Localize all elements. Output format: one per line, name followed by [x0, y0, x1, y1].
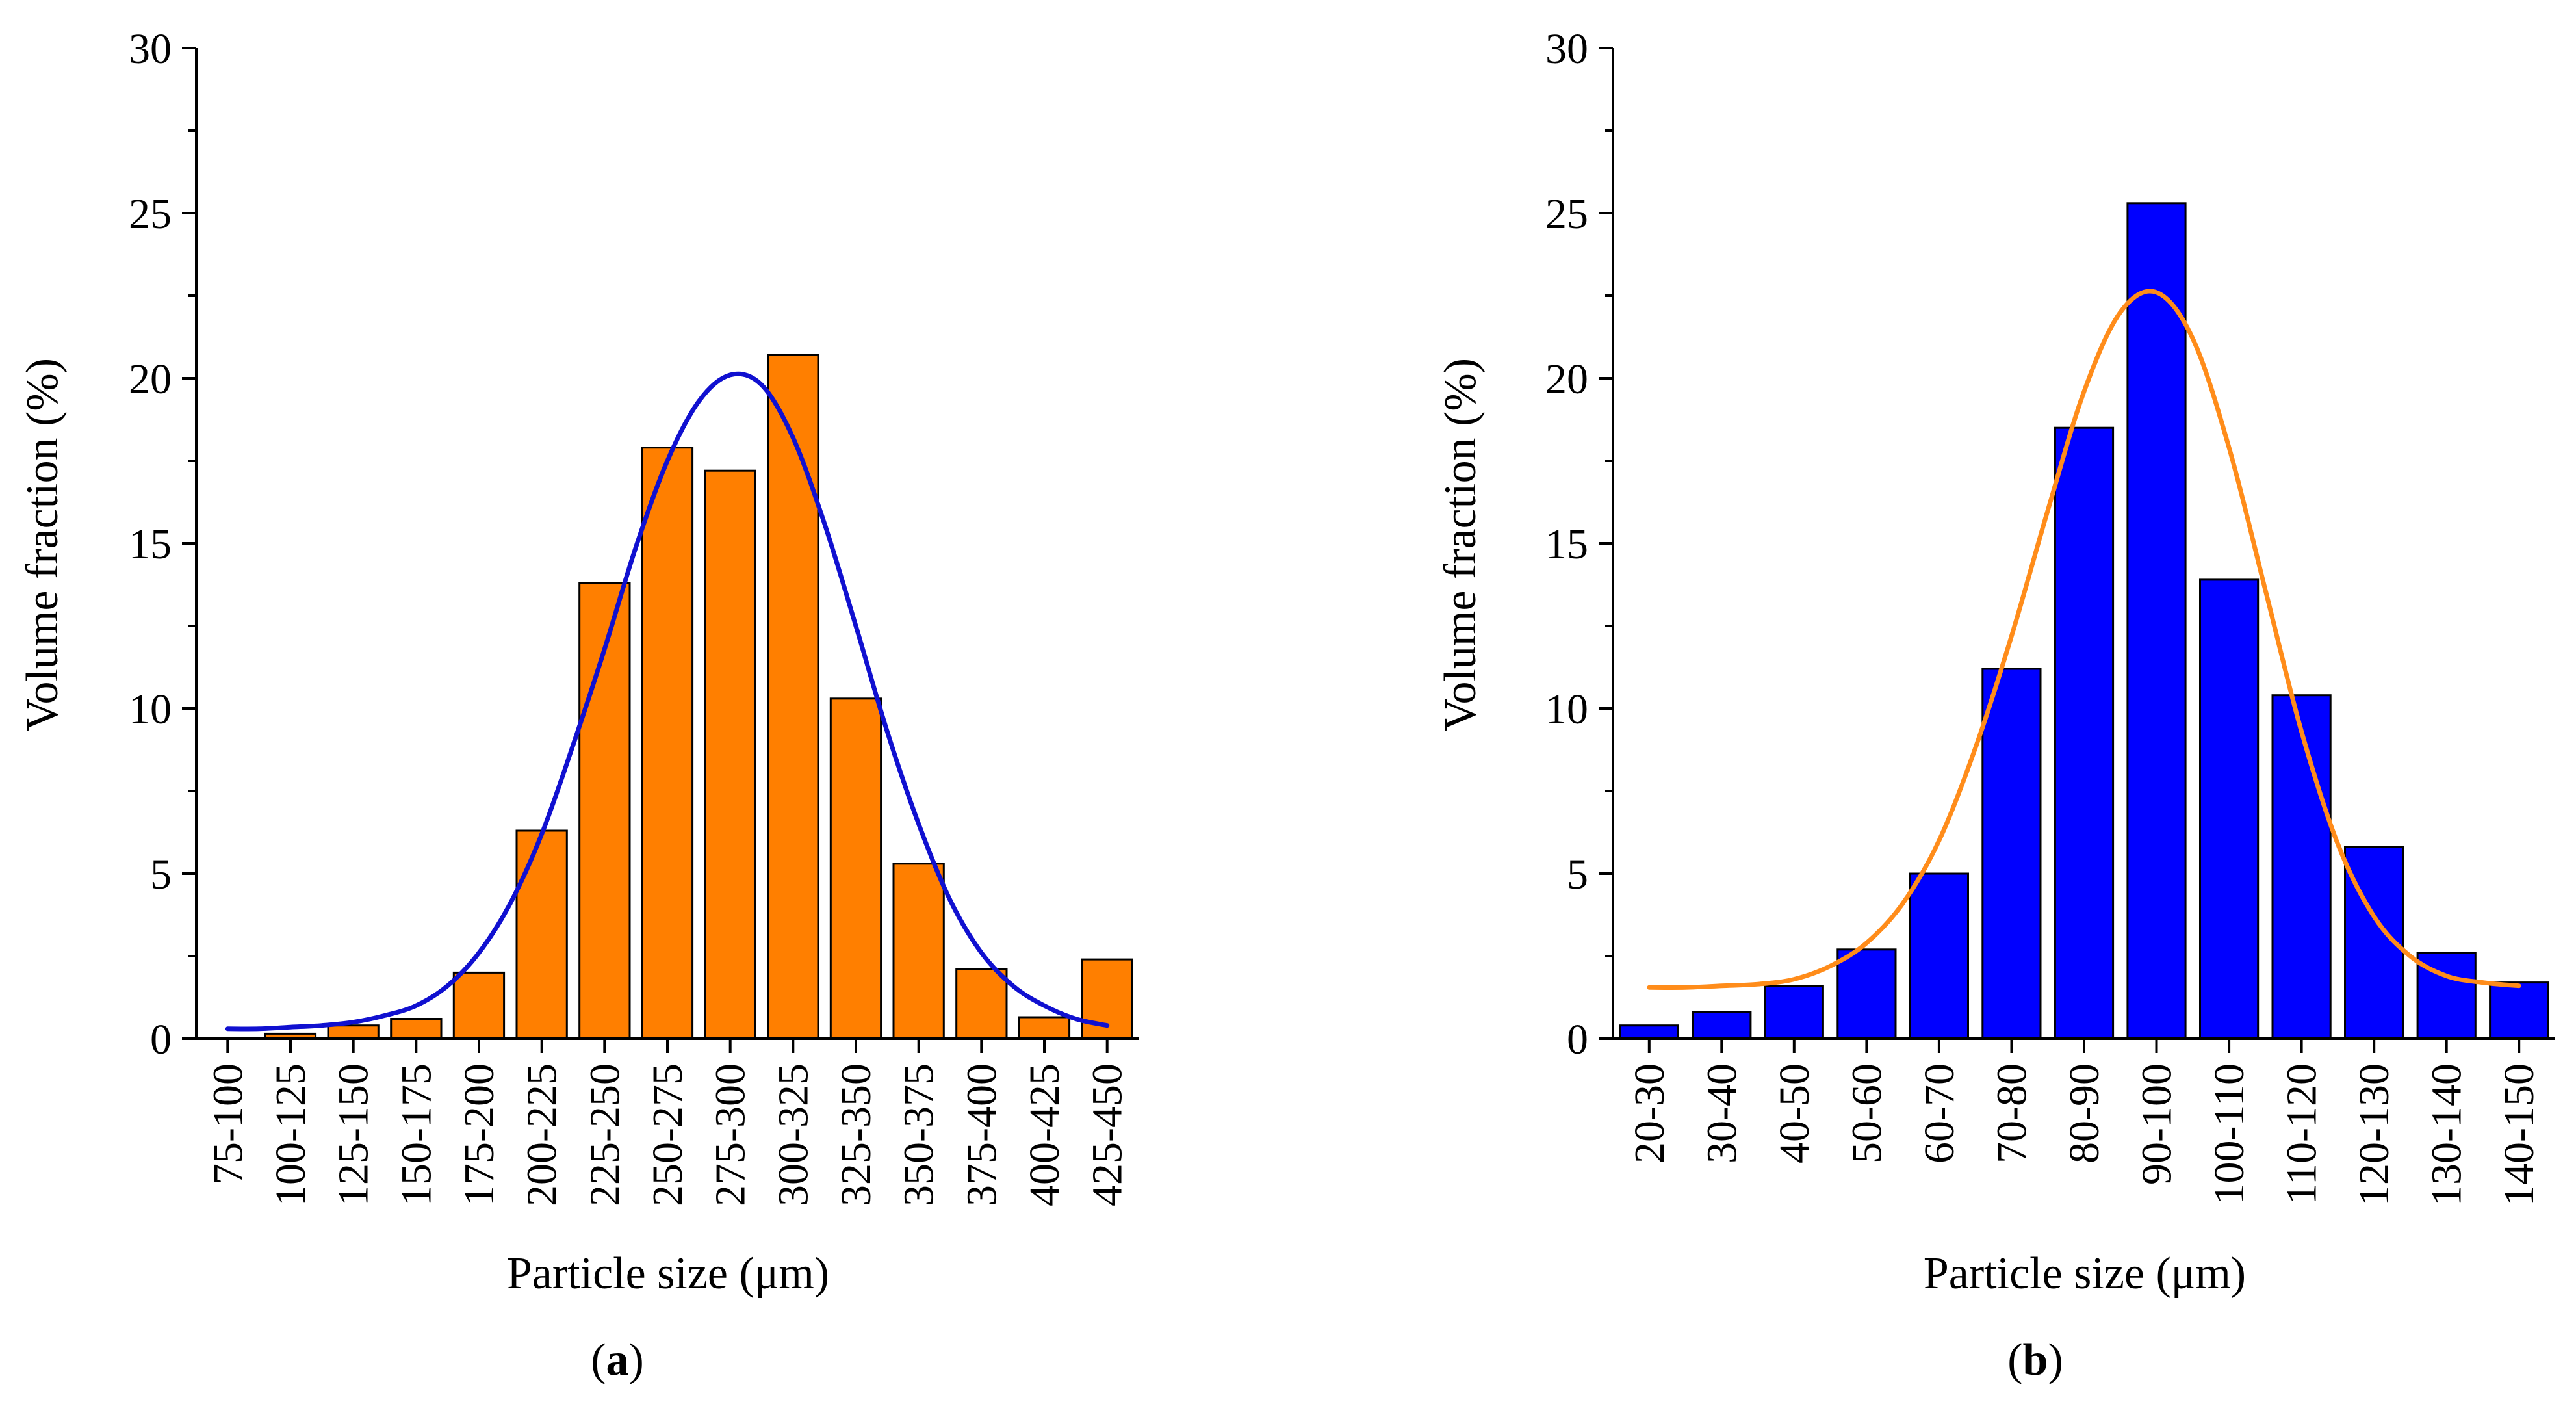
bar-b-40-50: [1764, 985, 1824, 1040]
x-tick-label-a-75-100: 75-100: [204, 1063, 251, 1185]
x-tick-label-a-375-400: 375-400: [958, 1063, 1005, 1206]
bar-b-20-30: [1619, 1024, 1679, 1040]
bar-a-150-175: [390, 1018, 443, 1040]
bar-a-225-250: [578, 582, 631, 1040]
y-tick-label-b-10: 10: [1545, 686, 1588, 733]
x-tick-label-a-275-300: 275-300: [707, 1063, 754, 1206]
bar-b-90-100: [2126, 202, 2187, 1040]
bar-a-175-200: [452, 971, 506, 1040]
y-tick-label-b-0: 0: [1567, 1016, 1588, 1063]
x-tick-label-a-200-225: 200-225: [519, 1063, 566, 1206]
bar-a-125-150: [327, 1024, 380, 1040]
x-tick-label-b-60-70: 60-70: [1916, 1063, 1963, 1163]
panel-label-b-letter: b: [2023, 1335, 2048, 1385]
x-tick-label-b-50-60: 50-60: [1843, 1063, 1890, 1163]
x-tick-label-b-110-120: 110-120: [2278, 1063, 2326, 1205]
y-tick-label-a-30: 30: [129, 25, 172, 73]
chart-panel-a: 0 5 10 15 20 25 30 75-100 100-125 125-150 150-175 1…: [18, 25, 1139, 1385]
x-tick-label-a-400-425: 400-425: [1021, 1063, 1068, 1206]
x-tick-label-b-80-90: 80-90: [2061, 1063, 2108, 1163]
x-tick-label-b-140-150: 140-150: [2495, 1063, 2543, 1206]
x-tick-label-b-40-50: 40-50: [1771, 1063, 1818, 1163]
x-axis-title-a: Particle size (μm): [507, 1249, 829, 1299]
bar-b-100-110: [2199, 578, 2260, 1040]
x-tick-label-a-350-375: 350-375: [895, 1063, 943, 1206]
y-axis-title-b: Volume fraction (%): [1436, 358, 1486, 731]
bar-b-80-90: [2054, 426, 2115, 1040]
x-tick-label-b-120-130: 120-130: [2351, 1063, 2398, 1206]
x-tick-label-b-70-80: 70-80: [1989, 1063, 2036, 1163]
plot-area-b: 0 5 10 15 20 25 30 20-30 30-40 40-50 50-60 60-70 70-…: [1545, 25, 2555, 1206]
fit-curve-a: [225, 371, 1110, 1032]
x-tick-label-a-325-350: 325-350: [832, 1063, 880, 1206]
y-tick-label-a-5: 5: [150, 851, 172, 898]
y-tick-label-b-5: 5: [1567, 851, 1588, 898]
panel-label-a: (a): [591, 1335, 644, 1385]
y-axis-title-a: Volume fraction (%): [18, 358, 68, 731]
x-tick-label-b-130-140: 130-140: [2423, 1063, 2471, 1206]
bar-a-250-275: [641, 447, 694, 1040]
fit-curve-b: [1647, 289, 2521, 990]
plot-area-a: 0 5 10 15 20 25 30 75-100 100-125 125-150 150-175 1…: [129, 25, 1139, 1206]
y-tick-label-a-15: 15: [129, 521, 172, 568]
x-tick-label-a-150-175: 150-175: [393, 1063, 440, 1206]
bar-a-375-400: [955, 968, 1008, 1040]
bar-a-400-425: [1018, 1016, 1071, 1040]
y-tick-label-a-10: 10: [129, 686, 172, 733]
y-tick-label-a-0: 0: [150, 1016, 172, 1063]
bar-b-60-70: [1909, 872, 1970, 1040]
bar-b-30-40: [1692, 1011, 1752, 1040]
bar-b-140-150: [2489, 981, 2549, 1040]
x-tick-label-a-125-150: 125-150: [330, 1063, 378, 1206]
x-tick-label-a-425-450: 425-450: [1084, 1063, 1131, 1206]
bar-a-300-325: [767, 354, 819, 1040]
x-tick-label-b-20-30: 20-30: [1626, 1063, 1673, 1163]
y-tick-label-b-30: 30: [1545, 25, 1588, 73]
y-tick-label-a-25: 25: [129, 190, 172, 238]
x-tick-label-a-300-325: 300-325: [769, 1063, 817, 1206]
x-tick-label-b-100-110: 100-110: [2206, 1063, 2253, 1205]
bar-b-50-60: [1836, 948, 1897, 1040]
x-axis-title-b: Particle size (μm): [1924, 1249, 2246, 1299]
bar-a-275-300: [704, 469, 756, 1040]
bar-a-325-350: [829, 697, 882, 1040]
bar-a-200-225: [515, 829, 568, 1040]
x-tick-label-a-175-200: 175-200: [456, 1063, 503, 1206]
bar-b-110-120: [2271, 694, 2332, 1040]
y-tick-label-a-20: 20: [129, 356, 172, 403]
x-tick-label-b-30-40: 30-40: [1698, 1063, 1745, 1163]
y-tick-label-b-20: 20: [1545, 356, 1588, 403]
bar-b-70-80: [1981, 668, 2042, 1040]
x-tick-label-a-225-250: 225-250: [581, 1063, 628, 1206]
y-tick-label-b-15: 15: [1545, 521, 1588, 568]
x-tick-label-a-250-275: 250-275: [644, 1063, 691, 1206]
bar-a-350-375: [892, 863, 945, 1040]
chart-panel-b: 0 5 10 15 20 25 30 20-30 30-40 40-50 50-60 60-70 70-…: [1436, 25, 2555, 1385]
panel-label-b: (b): [2007, 1335, 2063, 1385]
y-tick-label-b-25: 25: [1545, 190, 1588, 238]
panel-label-a-letter: a: [606, 1335, 629, 1385]
x-tick-label-b-90-100: 90-100: [2133, 1063, 2181, 1185]
x-tick-label-a-100-125: 100-125: [267, 1063, 315, 1206]
